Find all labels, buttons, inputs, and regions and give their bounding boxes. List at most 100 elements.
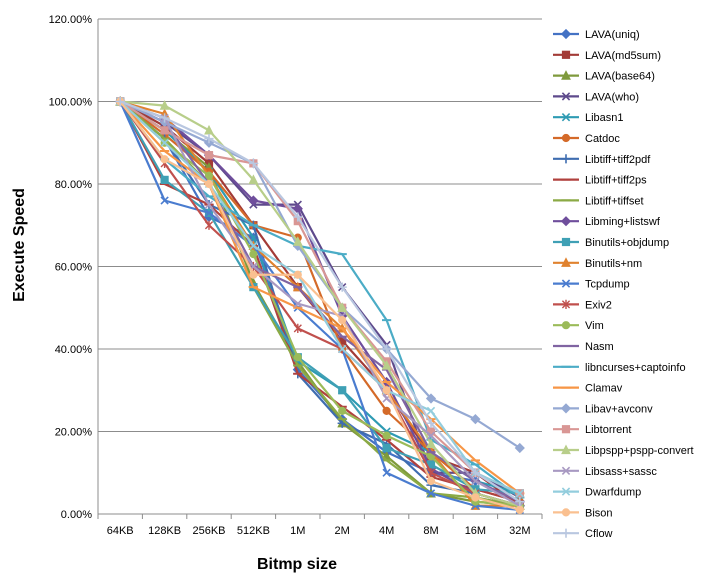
data-point bbox=[426, 476, 436, 486]
data-point bbox=[160, 155, 169, 164]
legend-item: Libtiff+tiffset bbox=[553, 195, 644, 207]
data-point bbox=[426, 431, 436, 440]
legend-item: Catdoc bbox=[553, 133, 620, 145]
data-point bbox=[249, 241, 258, 251]
data-point bbox=[337, 302, 348, 312]
series-line bbox=[119, 100, 521, 495]
x-tick-label: 512KB bbox=[237, 525, 270, 537]
x-tick-label: 1M bbox=[290, 525, 305, 537]
data-point bbox=[514, 442, 525, 454]
data-point bbox=[515, 505, 524, 514]
data-point bbox=[293, 212, 303, 222]
data-point bbox=[204, 179, 214, 189]
legend-item: libncurses+captoinfo bbox=[553, 362, 686, 374]
legend-swatch-marker bbox=[560, 28, 572, 40]
data-point bbox=[160, 126, 169, 135]
data-point bbox=[382, 344, 392, 354]
legend-label: Dwarfdump bbox=[585, 487, 641, 499]
x-tick-label: 16M bbox=[465, 525, 486, 537]
data-point bbox=[204, 124, 214, 135]
legend-label: Libtorrent bbox=[585, 424, 631, 436]
y-tick-label: 20.00% bbox=[55, 427, 93, 439]
legend-swatch-marker bbox=[561, 113, 571, 122]
data-point bbox=[471, 476, 480, 486]
data-point bbox=[426, 406, 436, 416]
data-point bbox=[338, 386, 347, 395]
x-tick-label: 128KB bbox=[148, 525, 181, 537]
legend-item: Libtorrent bbox=[553, 424, 631, 436]
legend-swatch-marker bbox=[561, 444, 571, 455]
legend-item: Libasn1 bbox=[553, 112, 624, 124]
data-point bbox=[426, 489, 436, 498]
legend-label: Binutils+objdump bbox=[585, 237, 669, 249]
data-point bbox=[338, 344, 347, 354]
legend-label: LAVA(md5sum) bbox=[585, 50, 661, 62]
legend-label: Libav+avconv bbox=[585, 403, 653, 415]
data-point bbox=[204, 171, 214, 180]
legend-item: Binutils+objdump bbox=[553, 237, 669, 249]
data-point bbox=[159, 100, 170, 110]
data-point bbox=[337, 282, 347, 292]
data-point bbox=[426, 438, 436, 448]
series-line bbox=[119, 100, 521, 511]
legend-swatch-marker bbox=[561, 321, 571, 330]
legend-item: LAVA(who) bbox=[553, 91, 639, 103]
legend-item: LAVA(uniq) bbox=[553, 28, 640, 41]
data-point bbox=[292, 236, 303, 246]
data-point bbox=[382, 431, 391, 440]
legend-label: Binutils+nm bbox=[585, 258, 642, 270]
data-point bbox=[382, 386, 391, 395]
series-24 bbox=[116, 97, 524, 514]
data-point bbox=[382, 443, 391, 453]
legend-swatch-marker bbox=[561, 299, 571, 309]
x-axis-title: Bitmp size bbox=[257, 556, 337, 573]
legend-label: LAVA(base64) bbox=[585, 71, 655, 83]
y-tick-label: 60.00% bbox=[55, 262, 93, 274]
legend-swatch-marker bbox=[560, 403, 572, 414]
axes: 0.00% 20.00% 40.00% 60.00% 80.00% 100.00% 120.… bbox=[49, 14, 543, 537]
y-tick-label: 0.00% bbox=[61, 509, 92, 521]
legend-label: Libming+listswf bbox=[585, 216, 661, 228]
x-tick-label: 8M bbox=[423, 525, 438, 537]
legend-label: Clamav bbox=[585, 383, 623, 395]
data-point bbox=[160, 113, 170, 123]
legend-item: Libtiff+tiff2ps bbox=[553, 175, 647, 187]
data-point bbox=[515, 497, 525, 507]
data-point bbox=[293, 299, 302, 308]
series-line bbox=[119, 100, 520, 495]
legend-swatch-marker bbox=[561, 487, 571, 496]
legend-label: Vim bbox=[585, 320, 604, 332]
legend-item: Nasm bbox=[553, 341, 614, 353]
data-point bbox=[204, 134, 214, 144]
data-point bbox=[115, 96, 125, 107]
legend-swatch-marker bbox=[561, 237, 571, 247]
legend-swatch-marker bbox=[560, 216, 572, 227]
legend-swatch-marker bbox=[561, 70, 571, 80]
data-point bbox=[204, 220, 214, 230]
legend-item: Vim bbox=[553, 320, 604, 332]
data-point bbox=[293, 270, 302, 279]
legend-label: Catdoc bbox=[585, 133, 620, 145]
series-line bbox=[119, 100, 521, 449]
data-point bbox=[249, 270, 258, 279]
legend-swatch-marker bbox=[561, 279, 571, 288]
series-line bbox=[119, 101, 520, 511]
legend-item: Cflow bbox=[553, 528, 613, 540]
y-tick-label: 120.00% bbox=[49, 14, 93, 26]
data-point bbox=[160, 175, 169, 184]
legend-label: Cflow bbox=[585, 528, 613, 540]
data-point bbox=[248, 195, 259, 206]
data-point bbox=[293, 353, 302, 362]
series-25 bbox=[115, 96, 525, 507]
data-point bbox=[426, 418, 436, 428]
y-tick-label: 80.00% bbox=[55, 179, 93, 191]
grid bbox=[98, 18, 542, 432]
data-point bbox=[204, 151, 214, 160]
legend-label: libncurses+captoinfo bbox=[585, 362, 686, 374]
data-point bbox=[471, 493, 480, 502]
legend-item: Clamav bbox=[553, 383, 623, 395]
legend-swatch-marker bbox=[561, 466, 571, 475]
legend-label: Libtiff+tiff2ps bbox=[585, 175, 647, 187]
